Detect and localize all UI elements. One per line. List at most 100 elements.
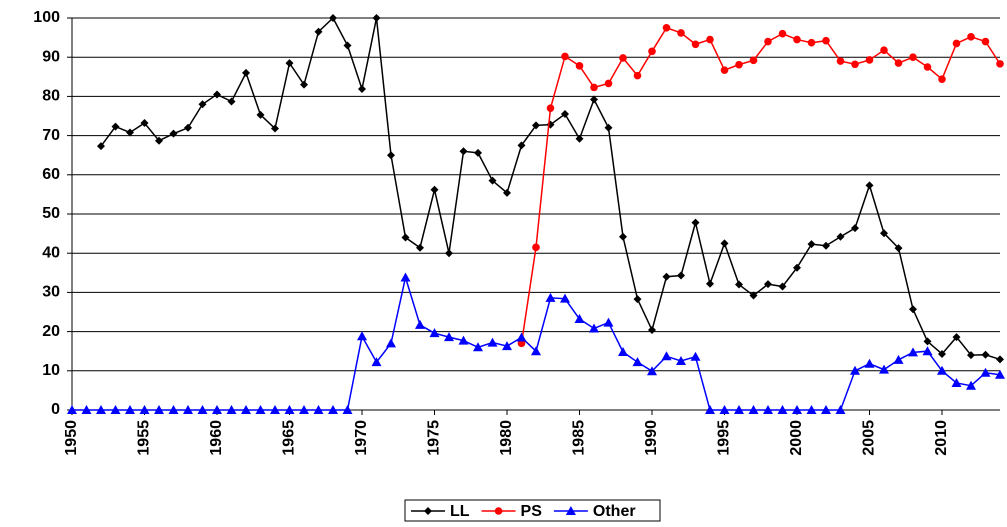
marker [952, 333, 961, 342]
marker [967, 351, 975, 360]
marker [531, 346, 541, 356]
marker [661, 351, 672, 361]
marker [213, 90, 221, 99]
y-tick-label: 20 [42, 323, 60, 340]
marker [981, 350, 990, 359]
marker [111, 122, 120, 131]
marker [125, 405, 135, 414]
marker [691, 218, 700, 227]
marker [532, 243, 540, 252]
marker [967, 33, 975, 41]
marker [430, 185, 439, 194]
marker [560, 293, 570, 303]
x-tick-label: 1990 [643, 420, 660, 456]
marker [494, 507, 503, 515]
marker [561, 52, 569, 61]
marker [329, 14, 337, 22]
marker [604, 123, 613, 132]
marker [734, 405, 744, 414]
marker [561, 110, 569, 119]
marker [735, 280, 743, 289]
marker [648, 326, 656, 335]
marker [300, 80, 308, 89]
marker [865, 56, 874, 64]
marker [444, 332, 454, 342]
marker [473, 342, 483, 352]
x-tick-label: 1955 [136, 420, 153, 456]
marker [633, 71, 642, 80]
marker [198, 100, 207, 109]
marker [575, 134, 584, 143]
x-tick-label: 1985 [571, 420, 588, 456]
marker [589, 323, 599, 333]
series-line [520, 26, 1001, 344]
marker [719, 405, 730, 414]
marker [821, 405, 831, 414]
marker [749, 291, 758, 300]
marker [778, 282, 787, 291]
marker [474, 148, 482, 157]
marker [764, 37, 772, 46]
x-tick-label: 1980 [498, 420, 515, 456]
marker [793, 35, 801, 44]
marker [154, 405, 164, 414]
marker [778, 29, 787, 38]
marker [676, 356, 686, 365]
marker [168, 405, 179, 414]
marker [996, 60, 1004, 68]
marker [909, 53, 917, 61]
marker [764, 280, 772, 289]
marker [706, 279, 714, 288]
marker [169, 129, 178, 138]
marker [851, 224, 859, 233]
marker [284, 405, 295, 414]
marker [241, 405, 251, 414]
marker [184, 123, 192, 132]
legend-label: LL [450, 503, 470, 520]
marker [256, 110, 265, 119]
marker [980, 367, 991, 377]
marker [951, 377, 962, 387]
marker [706, 35, 714, 44]
marker [424, 507, 432, 515]
marker [908, 347, 918, 357]
x-tick-label: 1975 [426, 420, 443, 456]
marker [415, 319, 425, 329]
marker [923, 337, 932, 346]
legend-label: Other [593, 503, 636, 520]
marker [880, 46, 888, 54]
marker [270, 405, 280, 414]
marker [938, 75, 946, 83]
marker [763, 405, 773, 414]
marker [894, 244, 903, 253]
marker [590, 95, 598, 104]
marker [807, 240, 816, 249]
marker [226, 405, 237, 414]
marker [879, 364, 889, 374]
marker [358, 84, 366, 93]
marker [387, 151, 395, 160]
marker [618, 346, 628, 356]
legend-box [404, 499, 661, 522]
x-tick-label: 2005 [861, 420, 878, 456]
marker [299, 405, 309, 414]
marker [502, 341, 512, 351]
marker [458, 335, 469, 345]
marker [822, 241, 830, 250]
marker [864, 358, 875, 368]
y-tick-label: 0 [51, 401, 60, 418]
marker [633, 295, 642, 304]
marker [619, 232, 627, 241]
marker [966, 380, 976, 390]
marker [923, 63, 932, 71]
marker [938, 349, 946, 358]
x-tick-label: 2010 [933, 420, 950, 456]
marker [705, 405, 715, 414]
marker [749, 56, 758, 65]
marker [792, 405, 802, 414]
marker [603, 317, 614, 327]
marker [748, 405, 759, 414]
marker [836, 57, 845, 65]
marker [662, 24, 671, 32]
marker [807, 38, 816, 47]
